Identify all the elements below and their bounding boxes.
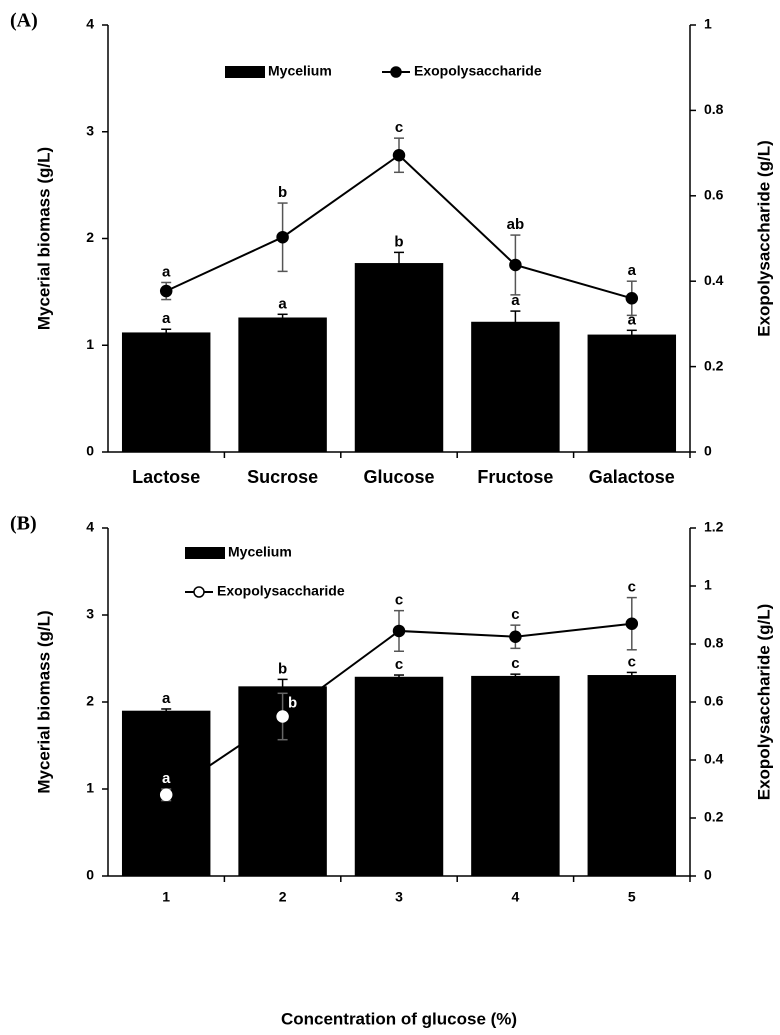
bar-letter: a xyxy=(511,292,520,309)
bar-letter: c xyxy=(628,653,636,670)
x-tick-label: 5 xyxy=(628,889,636,905)
x-tick-label: 1 xyxy=(162,889,170,905)
line-letter: b xyxy=(278,184,287,201)
y2-tick-label: 0.4 xyxy=(704,272,724,288)
legend-marker xyxy=(390,66,402,78)
y-tick-label: 0 xyxy=(86,867,94,883)
bar-letter: a xyxy=(162,310,171,327)
marker xyxy=(159,284,173,298)
y2-tick-label: 0.6 xyxy=(704,693,724,709)
legend-swatch xyxy=(225,66,265,78)
marker xyxy=(276,230,289,244)
bar-letter: a xyxy=(278,295,287,312)
legend-label: Mycelium xyxy=(268,63,332,79)
x-tick-label: Fructose xyxy=(477,467,553,487)
y2-tick-label: 0.2 xyxy=(704,357,724,373)
y2-axis-label: Exopolysaccharide (g/L) xyxy=(754,604,773,801)
y-tick-label: 1 xyxy=(86,780,94,796)
x-tick-label: 2 xyxy=(279,889,287,905)
bar xyxy=(471,675,560,876)
marker xyxy=(276,710,289,723)
x-tick-label: Galactose xyxy=(589,467,675,487)
legend-label: Exopolysaccharide xyxy=(217,583,345,599)
legend-label: Mycelium xyxy=(228,544,292,560)
line-letter: a xyxy=(162,263,171,280)
bar xyxy=(471,321,560,452)
y2-tick-label: 1 xyxy=(704,16,712,32)
legend-label: Exopolysaccharide xyxy=(414,63,542,79)
y-tick-label: 0 xyxy=(86,443,94,459)
line-letter: a xyxy=(162,770,171,787)
line-letter: c xyxy=(395,592,403,609)
marker xyxy=(392,624,406,638)
line-letter: c xyxy=(395,119,403,136)
legend-swatch xyxy=(185,547,225,559)
line-letter: c xyxy=(511,606,519,623)
y-axis-label: Mycerial biomass (g/L) xyxy=(34,147,53,330)
y-tick-label: 1 xyxy=(86,336,94,352)
y-tick-label: 4 xyxy=(86,16,94,32)
panel-label: (B) xyxy=(10,513,37,535)
bar xyxy=(238,317,327,452)
y2-tick-label: 1.2 xyxy=(704,519,724,535)
panel-label: (A) xyxy=(10,10,38,32)
bar xyxy=(587,675,677,876)
bar xyxy=(587,334,677,452)
x-tick-label: 3 xyxy=(395,889,403,905)
bar xyxy=(121,332,211,452)
bar-letter: a xyxy=(628,311,637,328)
legend-marker xyxy=(193,586,205,598)
line-letter: c xyxy=(628,579,636,596)
line-letter: ab xyxy=(507,216,525,233)
marker xyxy=(392,148,406,162)
y2-tick-label: 0.4 xyxy=(704,751,724,767)
x-tick-label: 4 xyxy=(512,889,520,905)
bar xyxy=(354,263,444,452)
bar-letter: a xyxy=(162,690,171,707)
x-tick-label: Glucose xyxy=(363,467,434,487)
marker xyxy=(625,292,639,305)
marker xyxy=(625,617,639,630)
y2-tick-label: 0.8 xyxy=(704,635,724,651)
line-letter: a xyxy=(628,262,637,279)
y2-tick-label: 0.2 xyxy=(704,809,724,825)
marker xyxy=(509,630,522,643)
x-tick-label: Sucrose xyxy=(247,467,318,487)
y-tick-label: 3 xyxy=(86,122,94,138)
bar-letter: c xyxy=(395,656,403,673)
x-axis-label: Concentration of glucose (%) xyxy=(281,1009,517,1028)
y2-tick-label: 0.8 xyxy=(704,101,724,117)
y-tick-label: 4 xyxy=(86,519,94,535)
marker xyxy=(159,788,173,802)
y2-tick-label: 0 xyxy=(704,867,712,883)
y-tick-label: 2 xyxy=(86,229,94,245)
y2-tick-label: 0.6 xyxy=(704,187,724,203)
x-tick-label: Lactose xyxy=(132,467,200,487)
y2-tick-label: 0 xyxy=(704,443,712,459)
line-letter: b xyxy=(288,694,297,711)
y-tick-label: 2 xyxy=(86,693,94,709)
y2-axis-label: Exopolysaccharide (g/L) xyxy=(754,140,773,337)
bar xyxy=(354,676,444,876)
bar-letter: b xyxy=(394,233,403,250)
bar-letter: b xyxy=(278,660,287,677)
y-axis-label: Mycerial biomass (g/L) xyxy=(34,610,53,793)
y-tick-label: 3 xyxy=(86,606,94,622)
y2-tick-label: 1 xyxy=(704,577,712,593)
marker xyxy=(509,258,522,272)
bar-letter: c xyxy=(511,655,519,672)
